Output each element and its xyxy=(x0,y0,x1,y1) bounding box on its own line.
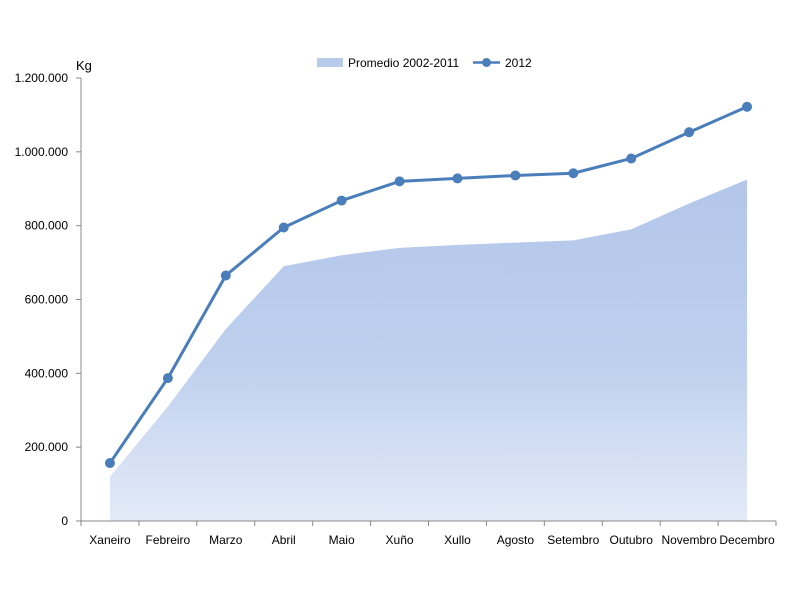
data-point-2012 xyxy=(510,170,521,181)
x-tick-label: Outubro xyxy=(610,533,654,547)
data-point-2012 xyxy=(220,270,231,281)
legend-marker xyxy=(482,58,491,67)
data-point-2012 xyxy=(742,101,753,112)
x-tick-label: Agosto xyxy=(497,533,535,547)
area-series-promedio xyxy=(109,179,748,522)
y-tick-label: 600.000 xyxy=(25,293,69,307)
data-point-2012 xyxy=(336,195,347,206)
data-point-2012 xyxy=(568,168,579,179)
x-tick-label: Febreiro xyxy=(146,533,191,547)
data-point-2012 xyxy=(626,153,637,164)
data-point-2012 xyxy=(452,173,463,184)
y-tick-label: 1.200.000 xyxy=(15,71,69,85)
y-tick-label: 0 xyxy=(61,514,68,528)
data-point-2012 xyxy=(162,373,173,384)
x-tick-label: Decembro xyxy=(719,533,775,547)
data-point-2012 xyxy=(394,176,405,187)
x-tick-label: Maio xyxy=(329,533,355,547)
legend: Promedio 2002-2011 2012 xyxy=(317,56,532,70)
x-tick-label: Xuño xyxy=(386,533,414,547)
x-tick-label: Novembro xyxy=(661,533,717,547)
legend-label-line: 2012 xyxy=(505,56,532,70)
y-tick-label: 200.000 xyxy=(25,440,69,454)
x-tick-label: Abril xyxy=(272,533,296,547)
data-point-2012 xyxy=(104,458,115,469)
line-series-2012 xyxy=(108,105,748,464)
x-tick-label: Xullo xyxy=(444,533,471,547)
x-tick-label: Xaneiro xyxy=(89,533,131,547)
y-tick-label: 1.000.000 xyxy=(15,145,69,159)
y-tick-label: 400.000 xyxy=(25,366,69,380)
data-point-2012 xyxy=(278,222,289,233)
legend-swatch-area xyxy=(317,58,343,67)
x-tick-label: Marzo xyxy=(209,533,243,547)
plot-area: 0 200.000 400.000 600.000 800.000 1.000.000 1.… xyxy=(15,71,777,547)
y-tick-label: 800.000 xyxy=(25,219,69,233)
x-tick-label: Setembro xyxy=(547,533,599,547)
y-axis-unit-label: Kg xyxy=(76,58,92,73)
legend-label-area: Promedio 2002-2011 xyxy=(348,56,460,70)
data-point-2012 xyxy=(684,127,695,138)
